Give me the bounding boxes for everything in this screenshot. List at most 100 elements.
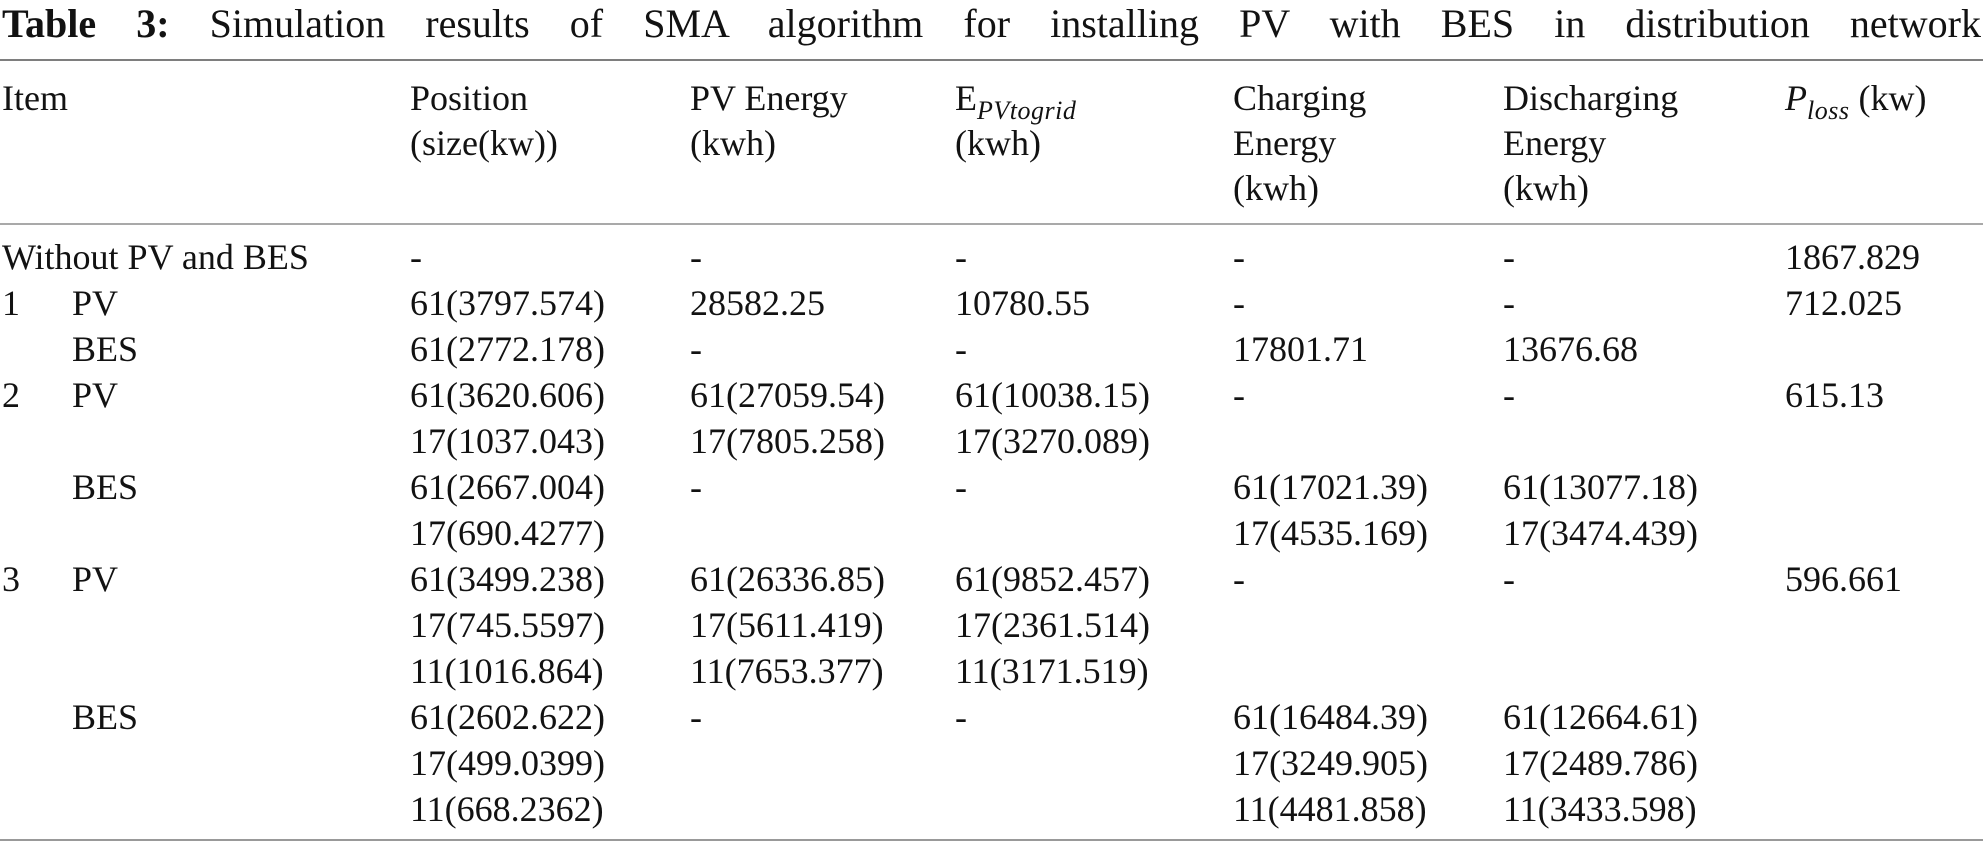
item-label: PV [72,283,119,323]
item-number: 2 [2,375,20,415]
position-cell: 61(3499.238) 17(745.5597) 11(1016.864) [410,556,690,694]
cell-line: 61(2602.622) [410,697,605,737]
cell-line: 11(3171.519) [955,651,1149,691]
cell-line: - [955,237,967,277]
item-cell: Without PV and BES [2,234,410,280]
header-line: (kwh) [955,123,1041,163]
column-header-e-pvtogrid: EPVtogrid (kwh) [955,76,1233,166]
cell-line: 17(2489.786) [1503,743,1698,783]
item-label: BES [72,467,139,507]
pv-energy-cell: - [690,464,955,556]
header-line: Ploss (kw) [1785,76,1983,124]
item-label: PV [72,375,119,415]
pv-energy-cell: 61(27059.54) 17(7805.258) [690,372,955,464]
cell-line: 17(5611.419) [690,605,884,645]
cell-line: - [1233,559,1245,599]
item-cell: 2 PV [2,372,410,464]
item-number: 1 [2,283,20,323]
cell-line: - [955,697,967,737]
cell-line: 17(2361.514) [955,605,1150,645]
header-line: (size(kw)) [410,123,558,163]
cell-line: - [1503,283,1515,323]
position-cell: 61(3797.574) [410,280,690,326]
cell-line: - [1233,375,1245,415]
discharging-energy-cell: 13676.68 [1503,326,1785,372]
header-line: Item [2,78,68,118]
e-pvtogrid-cell: 10780.55 [955,280,1233,326]
discharging-energy-cell: - [1503,280,1785,326]
cell-line: 17(3249.905) [1233,743,1428,783]
charging-energy-cell: 61(16484.39) 17(3249.905) 11(4481.858) [1233,694,1503,832]
header-line: Charging [1233,78,1367,118]
header-line: (kwh) [1233,168,1319,208]
cell-line: 61(16484.39) [1233,697,1428,737]
cell-line: 61(27059.54) [690,375,885,415]
table-body: Without PV and BES - - - - - 1867.829 1 PV 61(379… [0,225,1983,839]
table-row: BES 61(2602.622) 17(499.0399) 11(668.2362) -… [0,694,1983,832]
cell-line: 13676.68 [1503,329,1638,369]
cell-line: - [1503,375,1515,415]
table-row: 3 PV 61(3499.238) 17(745.5597) 11(1016.864) 6… [0,556,1983,694]
table-row: BES 61(2667.004) 17(690.4277) - - 61(17021.39… [0,464,1983,556]
cell-line: 61(3499.238) [410,559,605,599]
table-header-rule [0,223,1983,225]
table-header-row: Item Position (size(kw)) PV Energy (kwh)… [0,61,1983,223]
discharging-energy-cell: - [1503,556,1785,694]
p-loss-cell: 615.13 [1785,372,1983,464]
cell-line: - [1233,237,1245,277]
caption-text: Simulation results of SMA algorithm for … [209,1,1982,46]
cell-line: - [955,329,967,369]
item-label: BES [72,697,139,737]
math-subscript: PVtogrid [977,96,1077,125]
cell-line: - [410,237,422,277]
pv-energy-cell: 61(26336.85) 17(5611.419) 11(7653.377) [690,556,955,694]
cell-line: 596.661 [1785,559,1902,599]
header-line: Energy [1233,123,1337,163]
cell-line: 61(10038.15) [955,375,1150,415]
item-cell: BES [2,694,410,832]
position-cell: 61(3620.606) 17(1037.043) [410,372,690,464]
cell-line: 1867.829 [1785,237,1920,277]
p-loss-cell: 712.025 [1785,280,1983,326]
cell-line: 11(7653.377) [690,651,884,691]
e-pvtogrid-cell: 61(10038.15) 17(3270.089) [955,372,1233,464]
header-line: Discharging [1503,78,1679,118]
p-loss-cell [1785,464,1983,556]
charging-energy-cell: 61(17021.39) 17(4535.169) [1233,464,1503,556]
header-line: Position [410,78,529,118]
charging-energy-cell: - [1233,556,1503,694]
charging-energy-cell: - [1233,280,1503,326]
p-loss-cell: 596.661 [1785,556,1983,694]
cell-line: 17(499.0399) [410,743,605,783]
cell-line: 28582.25 [690,283,825,323]
position-cell: 61(2602.622) 17(499.0399) 11(668.2362) [410,694,690,832]
item-label: BES [72,329,139,369]
cell-line: 61(2667.004) [410,467,605,507]
header-line: PV Energy [690,78,848,118]
cell-line: 61(26336.85) [690,559,885,599]
cell-line: - [690,467,702,507]
discharging-energy-cell: - [1503,372,1785,464]
e-pvtogrid-cell: 61(9852.457) 17(2361.514) 11(3171.519) [955,556,1233,694]
cell-line: 17(1037.043) [410,421,605,461]
item-cell: BES [2,326,410,372]
cell-line: - [690,237,702,277]
column-header-p-loss: Ploss (kw) [1785,76,1983,124]
cell-line: 615.13 [1785,375,1884,415]
item-cell: 3 PV [2,556,410,694]
cell-line: 10780.55 [955,283,1090,323]
position-cell: 61(2667.004) 17(690.4277) [410,464,690,556]
e-pvtogrid-cell: - [955,326,1233,372]
pv-energy-cell: - [690,326,955,372]
p-loss-cell [1785,326,1983,372]
discharging-energy-cell: 61(12664.61) 17(2489.786) 11(3433.598) [1503,694,1785,832]
cell-line: 11(668.2362) [410,789,604,829]
math-base: P [1785,78,1807,118]
cell-line: - [955,467,967,507]
column-header-pv-energy: PV Energy (kwh) [690,76,955,166]
item-number: 3 [2,559,20,599]
table-row: 1 PV 61(3797.574) 28582.25 10780.55 - - 712.025 [0,280,1983,326]
cell-line: 61(3797.574) [410,283,605,323]
cell-line: - [1233,283,1245,323]
